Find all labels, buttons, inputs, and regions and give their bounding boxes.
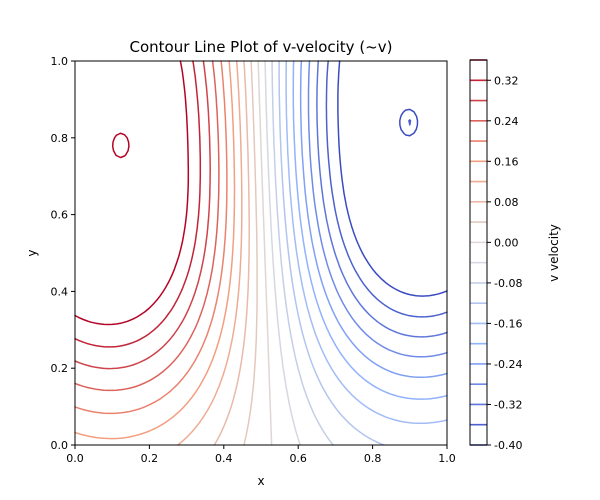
contour-line — [243, 60, 258, 446]
colorbar-tick-label: -0.32 — [494, 398, 522, 411]
contour-line — [74, 60, 190, 326]
x-tick-label: 0.8 — [364, 452, 382, 465]
contour-line — [264, 60, 301, 446]
y-tick-label: 0.6 — [51, 209, 69, 222]
x-tick-label: 0.2 — [141, 452, 159, 465]
contour-line — [278, 60, 385, 446]
contour-line — [307, 60, 448, 358]
colorbar-tick-label: -0.24 — [494, 358, 522, 371]
colorbar-tick-label: 0.00 — [494, 236, 519, 249]
colorbar-tick-label: 0.16 — [494, 155, 519, 168]
contour-line — [74, 60, 228, 415]
colorbar-tick-label: -0.16 — [494, 317, 522, 330]
contour-line — [325, 60, 448, 318]
y-tick-label: 0.8 — [51, 132, 69, 145]
plot-area — [74, 60, 448, 446]
y-axis-label: y — [25, 249, 39, 256]
contour-line — [292, 60, 448, 400]
plot-frame — [74, 60, 448, 446]
contour-line — [285, 60, 448, 425]
x-tick-label: 1.0 — [438, 452, 456, 465]
y-axis: 0.0 0.2 0.4 0.6 0.8 1.0 — [51, 55, 75, 452]
y-tick-label: 1.0 — [51, 55, 69, 68]
colorbar-tick-label: -0.40 — [494, 439, 522, 452]
contour-line — [316, 60, 448, 338]
contour-line — [299, 60, 448, 379]
y-tick-label: 0.4 — [51, 285, 69, 298]
x-tick-label: 0.0 — [66, 452, 84, 465]
x-axis-label: x — [257, 474, 264, 488]
x-tick-label: 0.4 — [215, 452, 233, 465]
contour-line — [257, 60, 273, 446]
colorbar-background — [470, 60, 487, 445]
contour-line — [74, 60, 202, 348]
y-tick-label: 0.0 — [51, 439, 69, 452]
x-tick-label: 0.6 — [289, 452, 307, 465]
contour-line — [213, 60, 250, 446]
colorbar-tick-label: -0.08 — [494, 277, 522, 290]
contour-line — [337, 60, 448, 297]
colorbar-tick-label: 0.32 — [494, 74, 519, 87]
contour-line — [271, 60, 334, 446]
x-axis: 0.0 0.2 0.4 0.6 0.8 1.0 — [66, 445, 456, 465]
chart-title: Contour Line Plot of v-velocity (~v) — [130, 38, 393, 56]
y-tick-label: 0.2 — [51, 362, 69, 375]
contour-line — [74, 60, 236, 440]
colorbar-frame — [469, 59, 488, 446]
contour-lines — [74, 60, 448, 446]
colorbar-label: v velocity — [547, 224, 561, 282]
contour-line — [74, 60, 211, 370]
contour-line — [74, 60, 220, 392]
colorbar-tick-label: 0.08 — [494, 196, 519, 209]
colorbar: 0.32 0.24 0.16 0.08 0.00 -0.08 -0.16 -0.24 -0.32… — [469, 59, 522, 452]
colorbar-tick-label: 0.24 — [494, 115, 519, 128]
